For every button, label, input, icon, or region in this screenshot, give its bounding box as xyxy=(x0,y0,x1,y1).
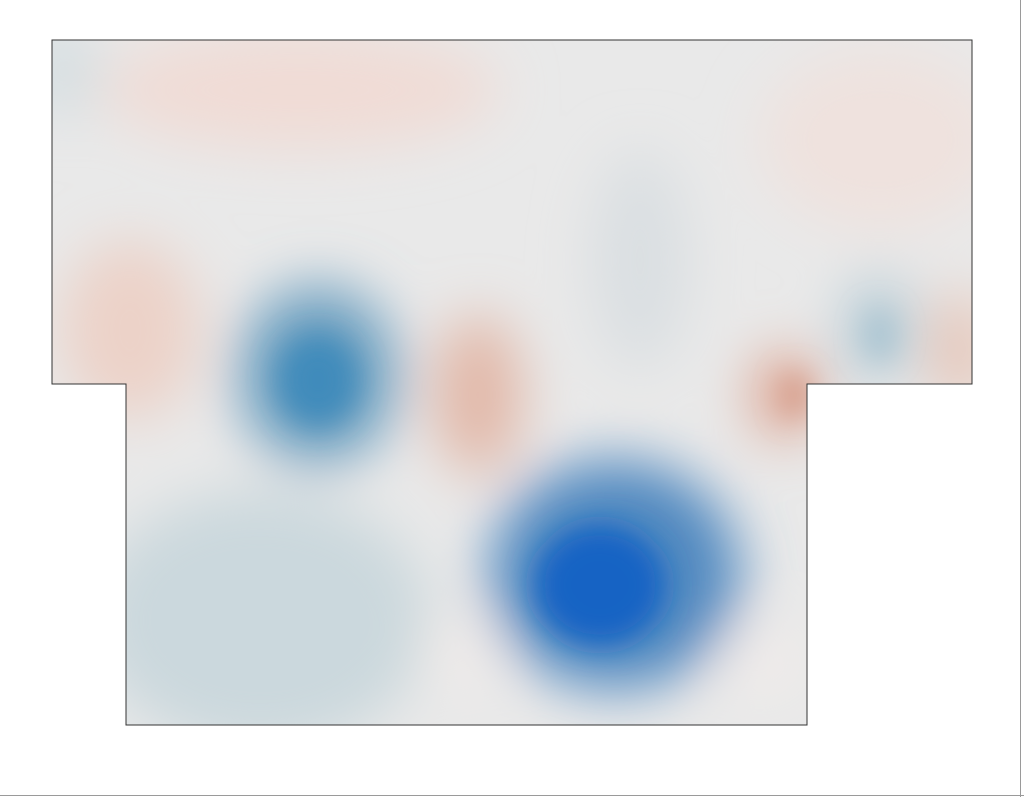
core xyxy=(278,335,358,425)
blob xyxy=(720,630,800,690)
blob xyxy=(100,40,500,150)
blob xyxy=(930,290,972,410)
blob xyxy=(760,50,972,230)
blob xyxy=(433,315,523,475)
core xyxy=(865,310,895,360)
blob xyxy=(52,40,100,120)
blob xyxy=(90,490,430,725)
field-blobs xyxy=(52,40,972,725)
core xyxy=(783,373,807,417)
blob xyxy=(590,150,690,370)
blob xyxy=(420,620,500,680)
field-cores xyxy=(278,310,895,645)
core xyxy=(535,525,665,645)
blob xyxy=(60,240,200,420)
domain-outline xyxy=(51,39,973,726)
field xyxy=(52,40,972,725)
